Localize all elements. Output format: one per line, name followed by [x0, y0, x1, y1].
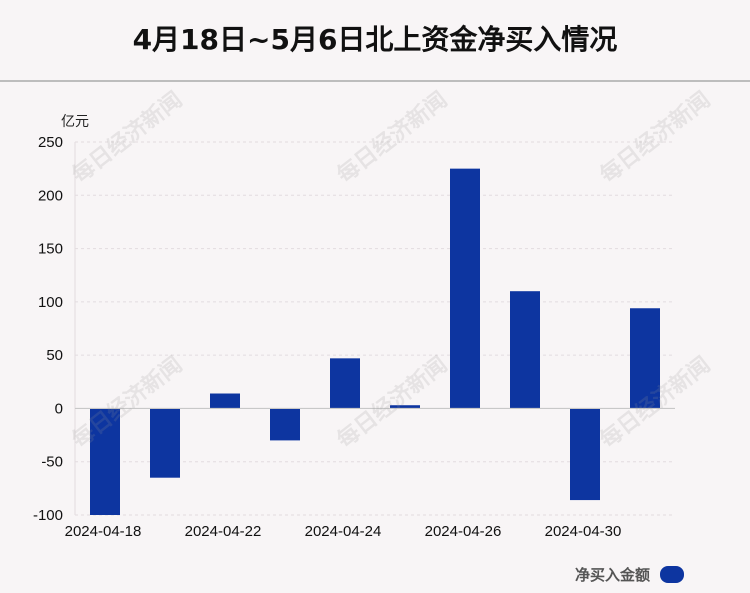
bar — [390, 405, 420, 409]
x-tick-label: 2024-04-26 — [425, 523, 502, 540]
x-tick-label: 2024-04-24 — [305, 523, 382, 540]
bar — [450, 168, 480, 409]
x-tick-label: 2024-04-30 — [545, 523, 622, 540]
legend-swatch — [660, 566, 684, 583]
y-tick-label: 150 — [38, 241, 63, 258]
bar — [570, 408, 600, 501]
x-tick-label: 2024-04-22 — [185, 523, 262, 540]
legend-label: 净买入金额 — [574, 566, 650, 584]
bar — [510, 291, 540, 409]
chart-title: 4月18日~5月6日北上资金净买入情况 — [132, 23, 618, 56]
y-tick-label: 100 — [38, 294, 63, 311]
y-tick-label: 0 — [55, 400, 63, 417]
bar — [210, 393, 240, 409]
bar — [150, 408, 180, 478]
legend: 净买入金额 — [575, 564, 684, 585]
y-tick-label: 200 — [38, 187, 63, 204]
y-axis-unit: 亿元 — [61, 114, 89, 130]
bar — [330, 358, 360, 409]
x-tick-label: 2024-04-18 — [65, 523, 142, 540]
y-tick-label: 250 — [38, 134, 63, 151]
y-tick-label: -50 — [41, 454, 63, 471]
title-divider — [0, 80, 750, 82]
bar — [630, 308, 660, 409]
bar — [90, 408, 120, 515]
y-tick-label: -100 — [33, 507, 63, 524]
bar — [270, 408, 300, 441]
y-tick-label: 50 — [46, 347, 63, 364]
